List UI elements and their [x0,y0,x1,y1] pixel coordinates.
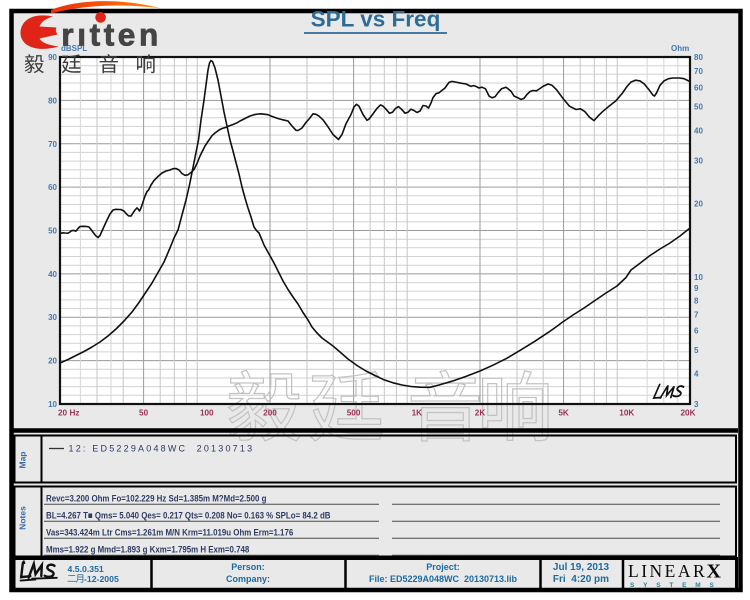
svg-text:90: 90 [48,53,57,62]
svg-text:Mms=1.922 g Mmd=1.893 g Kxm=: Mms=1.922 g Mmd=1.893 g Kxm=1.795m H Exm… [46,544,250,555]
svg-text:Revc=3.200 Ohm Fo=102.229 Hz: Revc=3.200 Ohm Fo=102.229 Hz Sd=1.385m M… [46,493,266,504]
svg-text:X: X [707,561,722,583]
svg-text:Hz: Hz [70,409,80,418]
svg-text:Notes: Notes [18,506,28,530]
svg-text:LINEAR: LINEAR [628,561,707,581]
svg-text:40: 40 [48,270,57,279]
svg-text:10: 10 [48,400,57,409]
svg-text:50: 50 [139,409,149,418]
svg-text:30: 30 [694,157,703,166]
svg-text:4.5.0.351: 4.5.0.351 [68,564,104,574]
svg-text:20: 20 [48,357,57,366]
svg-text:Ohm: Ohm [671,44,689,53]
svg-text:30: 30 [48,313,57,322]
svg-text:60: 60 [48,183,57,192]
svg-text:80: 80 [48,96,57,105]
svg-text:Jul 19, 2013: Jul 19, 2013 [553,562,610,573]
svg-text:rıtten: rıtten [61,17,162,53]
svg-text:12: ED5229A048WC 20130713: 12: ED5229A048WC 20130713 [69,444,255,454]
svg-text:200: 200 [263,409,277,418]
svg-text:dBSPL: dBSPL [61,44,87,53]
svg-text:20: 20 [694,200,703,209]
svg-text:2K: 2K [475,409,486,418]
svg-text:4: 4 [694,370,699,379]
svg-text:70: 70 [48,140,57,149]
svg-text:50: 50 [694,103,703,112]
svg-text:6: 6 [694,327,699,336]
svg-text:File: ED5229A048WC 20130713.l: File: ED5229A048WC 20130713.lib [369,574,518,584]
svg-text:50: 50 [48,227,57,236]
svg-text:BL=4.267 T■ Qms= 5.040 Qes=: BL=4.267 T■ Qms= 5.040 Qes= 0.217 Qts= 0… [46,510,331,521]
svg-text:70: 70 [694,67,703,76]
svg-text:Map: Map [18,452,28,469]
svg-text:60: 60 [694,83,703,92]
svg-text:Vas=343.424m Ltr Cms=1.261m M: Vas=343.424m Ltr Cms=1.261m M/N Krm=11.0… [46,527,293,538]
svg-text:20K: 20K [680,409,695,418]
svg-text:7: 7 [694,311,699,320]
svg-text:-12-2005: -12-2005 [84,574,119,584]
svg-text:40: 40 [694,126,703,135]
svg-text:Company:: Company: [226,574,270,584]
svg-text:1K: 1K [412,409,423,418]
svg-text:9: 9 [694,284,699,293]
svg-text:8: 8 [694,296,699,305]
svg-text:80: 80 [694,53,703,62]
svg-text:500: 500 [347,409,361,418]
svg-text:SPL vs Freq: SPL vs Freq [311,7,441,32]
svg-text:10K: 10K [619,409,634,418]
svg-text:Project:: Project: [426,562,460,572]
svg-text:100: 100 [200,409,214,418]
svg-text:5K: 5K [558,409,569,418]
svg-text:10: 10 [694,273,703,282]
svg-text:Person:: Person: [231,562,265,572]
svg-text:3: 3 [694,400,699,409]
svg-text:Fri 4:20 pm: Fri 4:20 pm [553,574,609,585]
svg-text:5: 5 [694,346,699,355]
svg-text:SYSTEMS: SYSTEMS [630,582,723,589]
svg-text:20: 20 [58,409,68,418]
